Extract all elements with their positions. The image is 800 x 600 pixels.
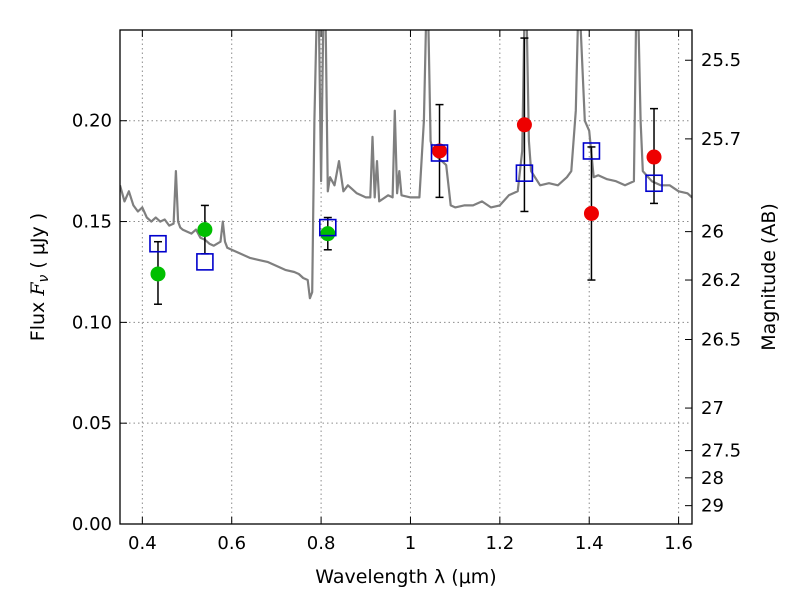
model-photometry-square <box>318 218 337 237</box>
x-axis-label: Wavelength λ (μm) <box>315 566 496 588</box>
x-tick-label: 1.2 <box>486 533 515 554</box>
mag-tick-label: 25.7 <box>701 129 741 150</box>
mag-tick-label: 26 <box>701 222 724 243</box>
mag-tick-label: 27 <box>701 398 724 419</box>
x-tick-label: 0.8 <box>307 533 336 554</box>
model-photometry-square <box>582 142 601 160</box>
y-tick-label: 0.20 <box>72 111 112 132</box>
y-axis-label-suffix: ( μJy ) <box>27 213 49 275</box>
x-tick-label: 1.6 <box>664 533 693 554</box>
x-tick-label: 0.6 <box>217 533 246 554</box>
y-tick-label: 0.05 <box>72 413 112 434</box>
y2-axis-label: Magnitude (AB) <box>758 203 780 351</box>
model-sed-layer <box>120 30 692 300</box>
model-photometry-square <box>196 253 214 271</box>
model-photometry-square <box>645 174 663 193</box>
y-axis-label-subscript: ν <box>36 274 52 282</box>
plot-background <box>120 30 692 524</box>
observed-point-red <box>646 149 662 165</box>
y-axis-label-prefix: Flux <box>27 296 49 342</box>
mag-tick-label: 26.2 <box>701 270 741 291</box>
ticks-layer <box>120 30 692 525</box>
y-axis-label-symbol: F <box>27 282 49 297</box>
y-tick-label: 0.00 <box>72 514 112 535</box>
mag-tick-label: 28 <box>701 468 724 489</box>
observed-point-red <box>516 117 532 133</box>
y-axis-label: Flux Fν ( μJy ) <box>27 213 52 341</box>
model-sed-line <box>120 30 692 300</box>
y-tick-label: 0.10 <box>72 312 112 333</box>
y-tick-label: 0.15 <box>72 212 112 233</box>
points-layer <box>149 117 663 282</box>
tick-labels-layer: 0.4 0.6 0.8 1 1.2 1.4 1.6 0.00 0.05 0.10 0.15 0.20 2… <box>72 50 741 554</box>
x-tick-label: 0.4 <box>128 533 157 554</box>
observed-point-red <box>583 205 599 221</box>
mag-tick-label: 27.5 <box>701 441 741 462</box>
observed-point-red <box>432 143 448 159</box>
observed-point-green <box>197 222 213 238</box>
model-photometry-square <box>430 144 449 162</box>
plot-frame <box>119 29 693 525</box>
x-tick-label: 1 <box>405 533 416 554</box>
mag-tick-label: 26.5 <box>701 330 741 351</box>
mag-tick-label: 29 <box>701 496 724 517</box>
model-photometry-square <box>515 164 534 182</box>
x-tick-label: 1.4 <box>575 533 604 554</box>
observed-point-green <box>150 266 166 282</box>
mag-tick-label: 25.5 <box>701 50 741 71</box>
observed-point-green <box>320 226 336 242</box>
model-photometry-square <box>149 234 167 253</box>
